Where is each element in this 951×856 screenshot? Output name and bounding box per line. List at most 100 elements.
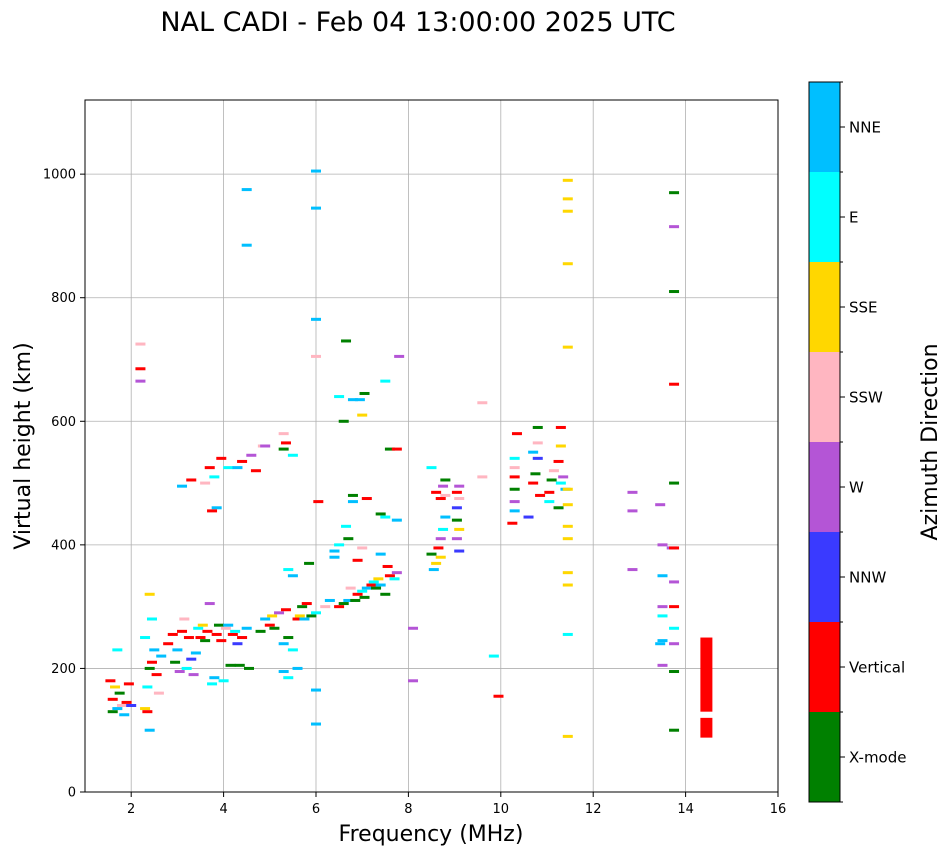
data-point — [126, 704, 137, 707]
data-point — [207, 682, 218, 686]
data-point — [292, 666, 303, 670]
data-point — [562, 197, 573, 201]
data-point — [278, 670, 289, 674]
data-point — [535, 493, 546, 497]
data-point — [250, 469, 261, 473]
data-point — [357, 546, 368, 550]
data-point — [669, 626, 680, 630]
data-point — [246, 453, 257, 457]
data-point — [116, 704, 127, 707]
data-point — [112, 707, 123, 711]
data-point — [477, 475, 488, 479]
data-point — [278, 642, 289, 646]
x-tick-label: 4 — [219, 802, 227, 817]
x-tick-label: 16 — [770, 802, 787, 817]
colorbar-label: NNW — [849, 569, 886, 587]
data-point — [177, 484, 188, 488]
data-point — [669, 642, 680, 646]
y-tick-label: 400 — [51, 538, 76, 553]
data-point — [435, 555, 446, 559]
data-point — [530, 472, 541, 476]
data-point — [627, 509, 638, 513]
data-point — [119, 713, 130, 717]
data-point — [562, 487, 573, 491]
data-point — [140, 707, 151, 711]
data-point — [151, 673, 162, 677]
data-point — [186, 478, 197, 482]
x-tick-label: 8 — [404, 802, 412, 817]
data-point — [438, 484, 449, 488]
data-points — [105, 169, 713, 738]
chart-title: NAL CADI - Feb 04 13:00:00 2025 UTC — [160, 7, 675, 38]
data-point — [287, 453, 298, 457]
colorbar-segment — [809, 532, 840, 622]
data-point — [477, 401, 488, 405]
colorbar-label: Vertical — [849, 659, 905, 677]
data-point — [391, 571, 402, 575]
colorbar-frame — [808, 81, 841, 803]
data-point — [528, 450, 539, 454]
data-point — [555, 444, 566, 448]
data-point — [311, 722, 321, 726]
data-point — [391, 447, 402, 451]
data-point — [509, 475, 520, 479]
data-point — [426, 466, 437, 470]
data-point — [142, 685, 153, 689]
data-point — [451, 518, 462, 522]
data-point — [218, 679, 229, 683]
data-point — [555, 481, 566, 485]
data-point — [558, 475, 569, 479]
data-point — [153, 691, 164, 695]
colorbar-label: SSW — [849, 389, 883, 407]
data-point — [380, 592, 391, 596]
colorbar-segment — [809, 262, 840, 352]
data-point — [627, 490, 638, 494]
data-point — [451, 490, 462, 494]
data-point — [211, 632, 222, 636]
x-tick-label: 10 — [493, 802, 510, 817]
data-point — [334, 605, 345, 609]
data-point — [260, 444, 271, 448]
y-axis-label: Virtual height (km) — [11, 342, 36, 549]
data-point — [237, 459, 248, 463]
data-point — [105, 679, 116, 683]
data-point — [669, 580, 680, 584]
colorbar-label: W — [849, 479, 864, 497]
data-point — [562, 537, 573, 541]
data-point — [454, 527, 465, 531]
data-point — [523, 515, 534, 519]
x-tick-label: 2 — [127, 802, 135, 817]
data-point — [343, 598, 354, 602]
data-point — [324, 598, 335, 602]
data-point — [428, 568, 439, 572]
data-point — [188, 673, 199, 677]
data-point — [294, 614, 305, 618]
data-point — [123, 682, 134, 686]
data-point — [202, 629, 213, 633]
data-point — [144, 592, 155, 596]
data-point — [216, 639, 227, 643]
data-point — [532, 425, 543, 429]
grid — [85, 100, 779, 793]
data-point — [375, 552, 386, 556]
data-point — [144, 728, 155, 732]
x-tick-label: 6 — [312, 802, 320, 817]
data-point — [167, 632, 178, 636]
data-point — [361, 586, 372, 590]
data-point — [234, 663, 245, 667]
data-point — [313, 500, 324, 504]
data-point — [135, 342, 146, 346]
data-point — [354, 398, 365, 402]
data-point — [334, 543, 345, 547]
y-tick-label: 0 — [68, 786, 76, 801]
data-point — [431, 561, 442, 565]
data-point — [283, 676, 294, 680]
data-point — [440, 515, 451, 519]
data-point — [347, 500, 358, 504]
data-point — [544, 500, 555, 504]
data-point — [181, 666, 192, 670]
data-point — [274, 611, 285, 615]
data-point — [338, 602, 349, 606]
data-point — [110, 685, 121, 689]
data-point — [669, 728, 680, 732]
